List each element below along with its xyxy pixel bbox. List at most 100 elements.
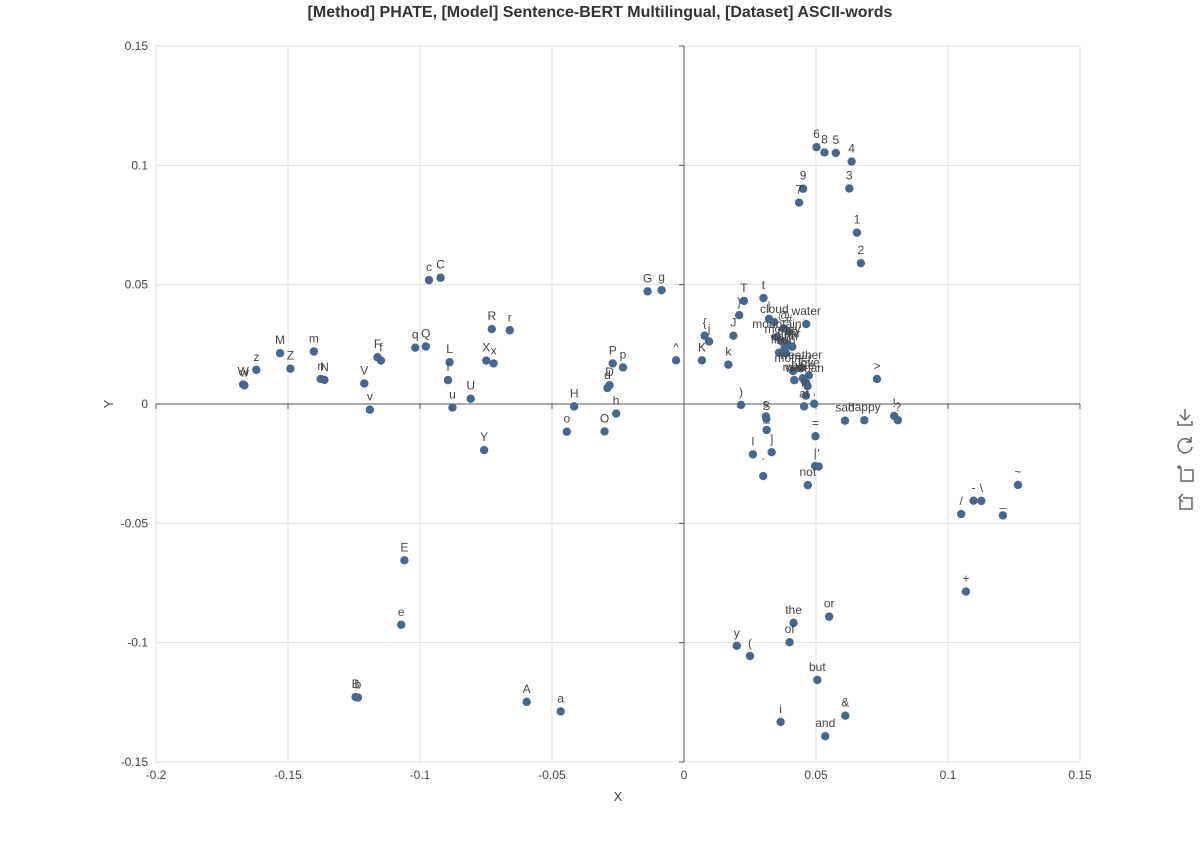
data-point <box>802 319 811 329</box>
point-label: s <box>763 396 769 410</box>
y-tick-label: 0 <box>141 397 148 411</box>
point-label: G <box>643 271 652 285</box>
data-point <box>700 331 709 340</box>
point-label: Z <box>287 349 294 363</box>
data-point <box>762 414 771 423</box>
point-label: N <box>320 360 329 374</box>
data-point <box>240 381 249 390</box>
point-label: O <box>600 411 609 425</box>
y-tick-labels: -0.15 -0.1 -0.05 0 0.05 0.1 0.15 <box>121 39 149 769</box>
point-label: z <box>253 350 259 364</box>
data-point <box>376 356 386 365</box>
data-point <box>852 228 862 237</box>
reset-icon[interactable] <box>1174 434 1196 456</box>
point-label: V <box>360 363 368 377</box>
point-label: 7 <box>796 183 803 197</box>
y-tick-label: -0.15 <box>121 755 149 769</box>
point-label: ~ <box>1014 465 1021 479</box>
point-label: or <box>824 597 835 611</box>
point-label: S <box>762 399 770 413</box>
point-label: 3 <box>846 168 853 182</box>
point-label: K <box>698 340 706 354</box>
point-label: H <box>570 386 579 400</box>
point-label: , <box>812 384 815 398</box>
point-label: e <box>398 605 405 619</box>
point-label: r <box>508 310 512 324</box>
data-point <box>770 317 779 327</box>
point-label: weather <box>779 348 823 362</box>
point-label: j <box>707 321 711 335</box>
data-point <box>252 365 261 375</box>
point-label: car <box>784 327 801 341</box>
data-point <box>759 471 768 481</box>
point-label: X <box>482 341 490 355</box>
data-point <box>400 556 409 565</box>
point-label: 9 <box>800 169 807 183</box>
data-point <box>957 509 966 519</box>
point-label: | <box>814 446 817 460</box>
point-label: y <box>734 626 740 640</box>
point-label: hate <box>791 358 815 372</box>
data-point <box>812 142 821 152</box>
point-label: R <box>487 309 496 323</box>
data-point <box>759 293 768 303</box>
point-label: love <box>798 355 820 369</box>
data-point <box>998 511 1008 520</box>
data-point <box>643 287 652 296</box>
point-label: in <box>801 376 810 390</box>
point-label: the <box>785 603 802 617</box>
data-point <box>748 450 758 459</box>
download-icon[interactable] <box>1174 406 1196 428</box>
data-point <box>789 618 798 628</box>
data-point <box>794 198 804 207</box>
point-label: ' <box>817 447 819 461</box>
point-label: g <box>658 270 665 284</box>
data-point <box>671 356 681 365</box>
point-label: tree <box>777 324 798 338</box>
data-point <box>788 366 798 376</box>
point-label: happy <box>848 400 881 414</box>
data-points <box>238 142 1023 741</box>
point-label: not <box>799 465 816 479</box>
point-label: | <box>767 299 770 313</box>
point-label: v <box>367 390 373 404</box>
data-point <box>840 416 850 425</box>
data-point <box>803 480 813 490</box>
point-label: l <box>447 360 450 374</box>
data-point <box>618 363 628 372</box>
data-point <box>872 374 882 384</box>
chart-toolbar <box>1174 406 1196 518</box>
data-point <box>788 342 797 351</box>
point-label: water <box>791 304 821 318</box>
point-label: U <box>466 379 475 393</box>
data-point <box>697 356 707 365</box>
data-point <box>847 157 856 166</box>
collapse-icon[interactable] <box>1174 490 1196 512</box>
data-point <box>784 327 794 337</box>
x-tick-labels: -0.2 -0.15 -0.1 -0.05 0 0.05 0.1 0.15 <box>146 768 1092 782</box>
data-point <box>961 587 971 596</box>
data-point <box>275 348 285 358</box>
data-point <box>424 275 434 285</box>
point-label: _ <box>762 410 770 424</box>
data-point <box>841 711 850 720</box>
data-point <box>831 148 840 158</box>
data-point <box>436 273 445 282</box>
point-label: A <box>523 682 531 696</box>
data-point <box>489 359 498 368</box>
data-point <box>286 364 295 373</box>
point-label: 8 <box>821 132 828 146</box>
data-point <box>569 402 579 411</box>
point-label: B <box>352 677 360 691</box>
point-label: 4 <box>848 142 855 156</box>
expand-icon[interactable] <box>1174 462 1196 484</box>
point-label: L <box>446 342 453 356</box>
data-point <box>969 496 978 505</box>
point-label: q <box>412 328 419 342</box>
point-label: cloud <box>760 302 789 316</box>
point-label: { <box>703 316 707 330</box>
point-label: but <box>809 660 826 674</box>
x-tick-label: -0.1 <box>410 768 431 782</box>
x-tick-label: -0.2 <box>146 768 167 782</box>
